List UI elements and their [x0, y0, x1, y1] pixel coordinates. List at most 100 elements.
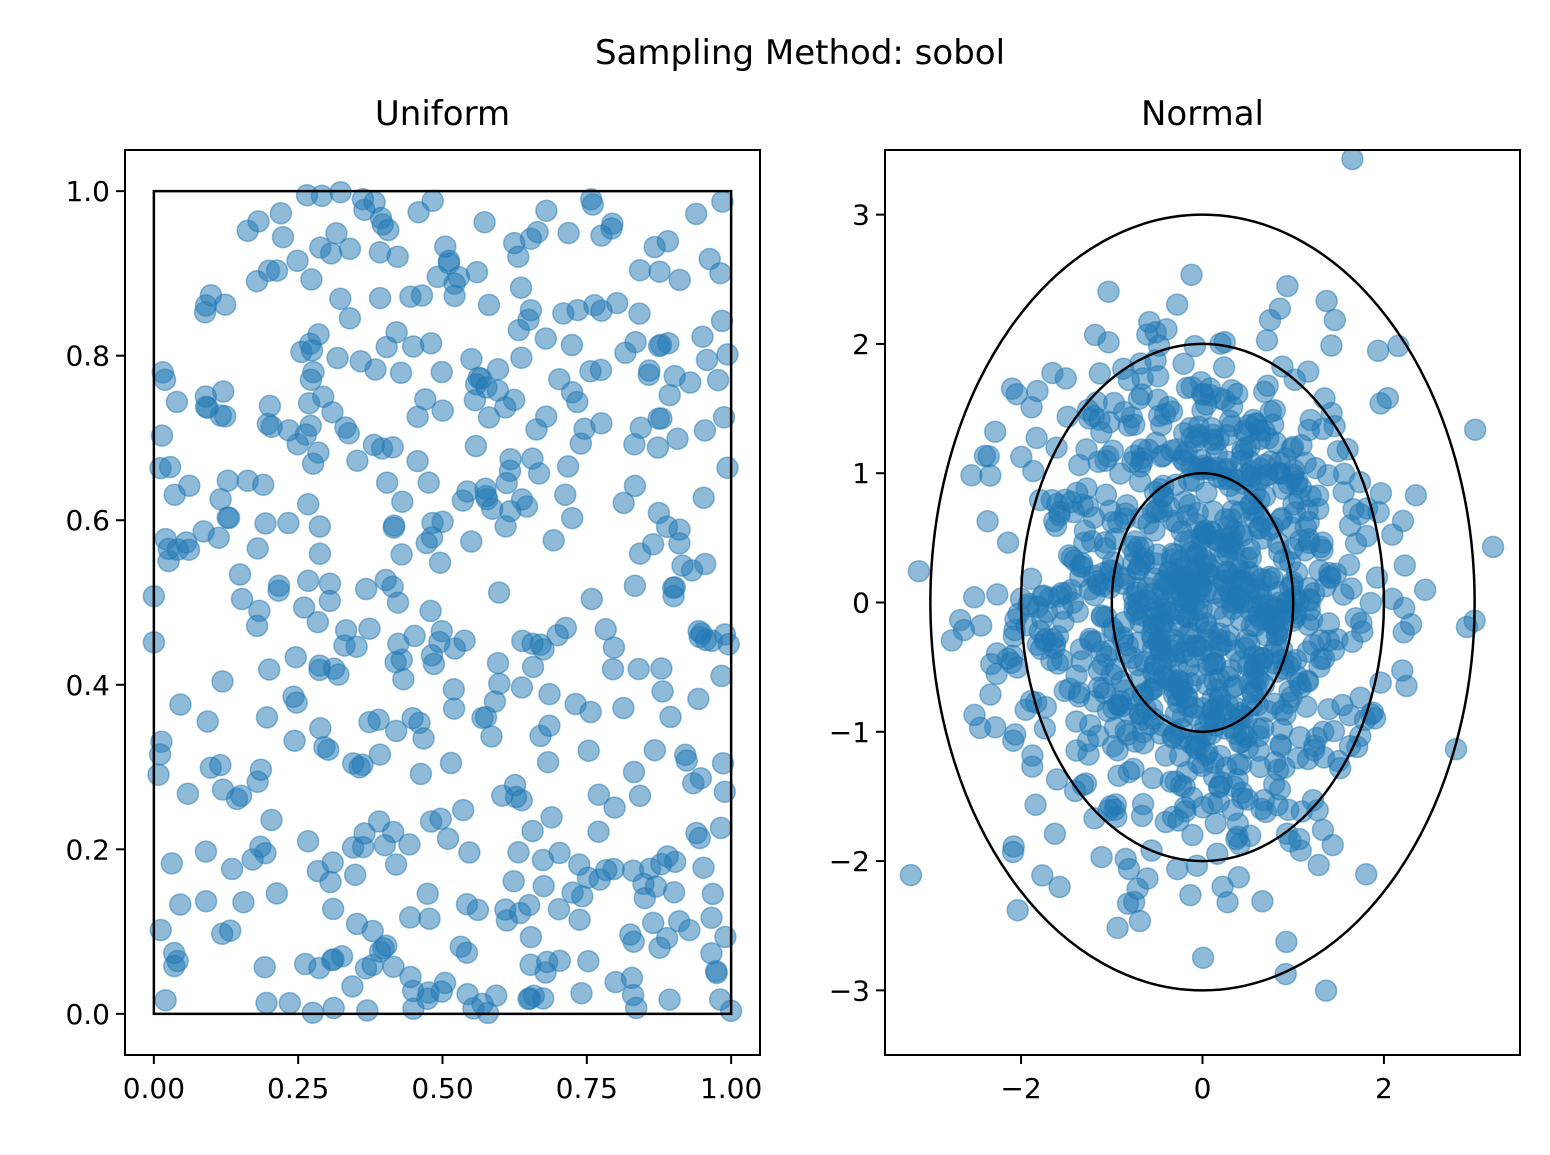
scatter-point [1404, 484, 1428, 507]
scatter-point [519, 925, 543, 949]
scatter-point [1002, 729, 1025, 752]
scatter-point [1138, 310, 1161, 334]
scatter-point [692, 856, 715, 879]
scatter-point [700, 629, 724, 653]
scatter-point [318, 572, 342, 595]
scatter-point [622, 760, 646, 784]
scatter-point [579, 700, 602, 724]
scatter-point [1169, 774, 1193, 797]
scatter-point [232, 890, 255, 914]
scatter-point [300, 268, 323, 291]
scatter-point [1127, 387, 1151, 411]
scatter-point [333, 634, 356, 657]
y-tick-label: −3 [829, 974, 870, 1007]
scatter-point [1021, 755, 1044, 778]
scatter-point [429, 807, 452, 831]
scatter-point [283, 729, 306, 752]
scatter-point [1143, 653, 1166, 677]
scatter-point [1045, 768, 1069, 791]
scatter-point [480, 725, 503, 748]
scatter-point [431, 399, 454, 422]
scatter-point [1101, 439, 1125, 463]
scatter-point [648, 260, 671, 283]
scatter-point [695, 348, 719, 372]
scatter-point [1444, 737, 1468, 761]
scatter-point [641, 533, 665, 556]
scatter-point [557, 221, 580, 245]
scatter-point [1287, 590, 1311, 614]
scatter-point [535, 950, 559, 974]
scatter-point [337, 422, 361, 445]
scatter-point [1277, 691, 1301, 715]
scatter-point [581, 193, 605, 216]
scatter-point [406, 449, 429, 473]
scatter-point [399, 285, 422, 308]
scatter-point [577, 739, 600, 762]
scatter-point [714, 925, 737, 949]
scatter-point [477, 406, 501, 429]
scatter-point [658, 383, 681, 407]
scatter-point [709, 816, 733, 840]
scatter-point [449, 935, 473, 958]
scatter-point [1088, 362, 1112, 385]
scatter-point [294, 423, 318, 446]
scatter-point [628, 302, 651, 325]
scatter-point [968, 716, 992, 740]
scatter-point [1227, 866, 1251, 889]
scatter-point [495, 471, 518, 495]
scatter-point [712, 406, 736, 429]
scatter-point [465, 260, 489, 284]
scatter-point [430, 360, 453, 384]
scatter-point [1344, 532, 1368, 555]
scatter-point [256, 412, 280, 436]
scatter-point [306, 610, 330, 634]
scatter-point [511, 629, 534, 653]
y-tick-label: 2 [852, 328, 870, 361]
scatter-point [419, 332, 443, 355]
scatter-point [428, 551, 452, 574]
scatter-point [322, 996, 345, 1020]
scatter-point [292, 596, 316, 619]
scatter-point [247, 210, 270, 233]
scatter-point [1141, 766, 1164, 790]
scatter-point [285, 691, 308, 714]
scatter-point [1114, 567, 1137, 590]
scatter-point [253, 955, 276, 979]
scatter-point [216, 469, 240, 492]
scatter-point [361, 919, 384, 943]
scatter-point [409, 762, 433, 786]
scatter-point [306, 859, 330, 883]
scatter-point [526, 220, 549, 244]
x-tick-label: 0.75 [556, 1072, 618, 1105]
scatter-point [1297, 531, 1321, 555]
scatter-point [579, 360, 602, 383]
scatter-point [542, 529, 565, 552]
scatter-point [1179, 883, 1202, 907]
scatter-point [716, 456, 739, 480]
scatter-point [343, 863, 367, 887]
scatter-point [641, 911, 665, 935]
scatter-point [249, 758, 273, 781]
scatter-point [521, 655, 545, 679]
scatter-point [431, 510, 454, 534]
panel-title: Normal [1141, 94, 1264, 134]
scatter-point [1395, 674, 1418, 698]
scatter-point [1020, 396, 1043, 419]
scatter-point [1220, 378, 1244, 402]
scatter-point [535, 199, 558, 222]
scatter-point [194, 889, 218, 913]
scatter-point [1106, 916, 1129, 940]
scatter-point [1256, 374, 1279, 397]
scatter-point [1271, 355, 1294, 378]
scatter-point [1266, 758, 1290, 782]
scatter-point [1117, 368, 1141, 392]
scatter-point [1191, 454, 1215, 477]
unit-square-outline [152, 189, 733, 1016]
scatter-point [628, 258, 652, 282]
scatter-point [706, 368, 730, 392]
scatter-point [604, 970, 627, 994]
scatter-point [401, 706, 424, 730]
scatter-point [149, 456, 172, 480]
scatter-point [1065, 739, 1088, 762]
scatter-point [1183, 334, 1207, 358]
